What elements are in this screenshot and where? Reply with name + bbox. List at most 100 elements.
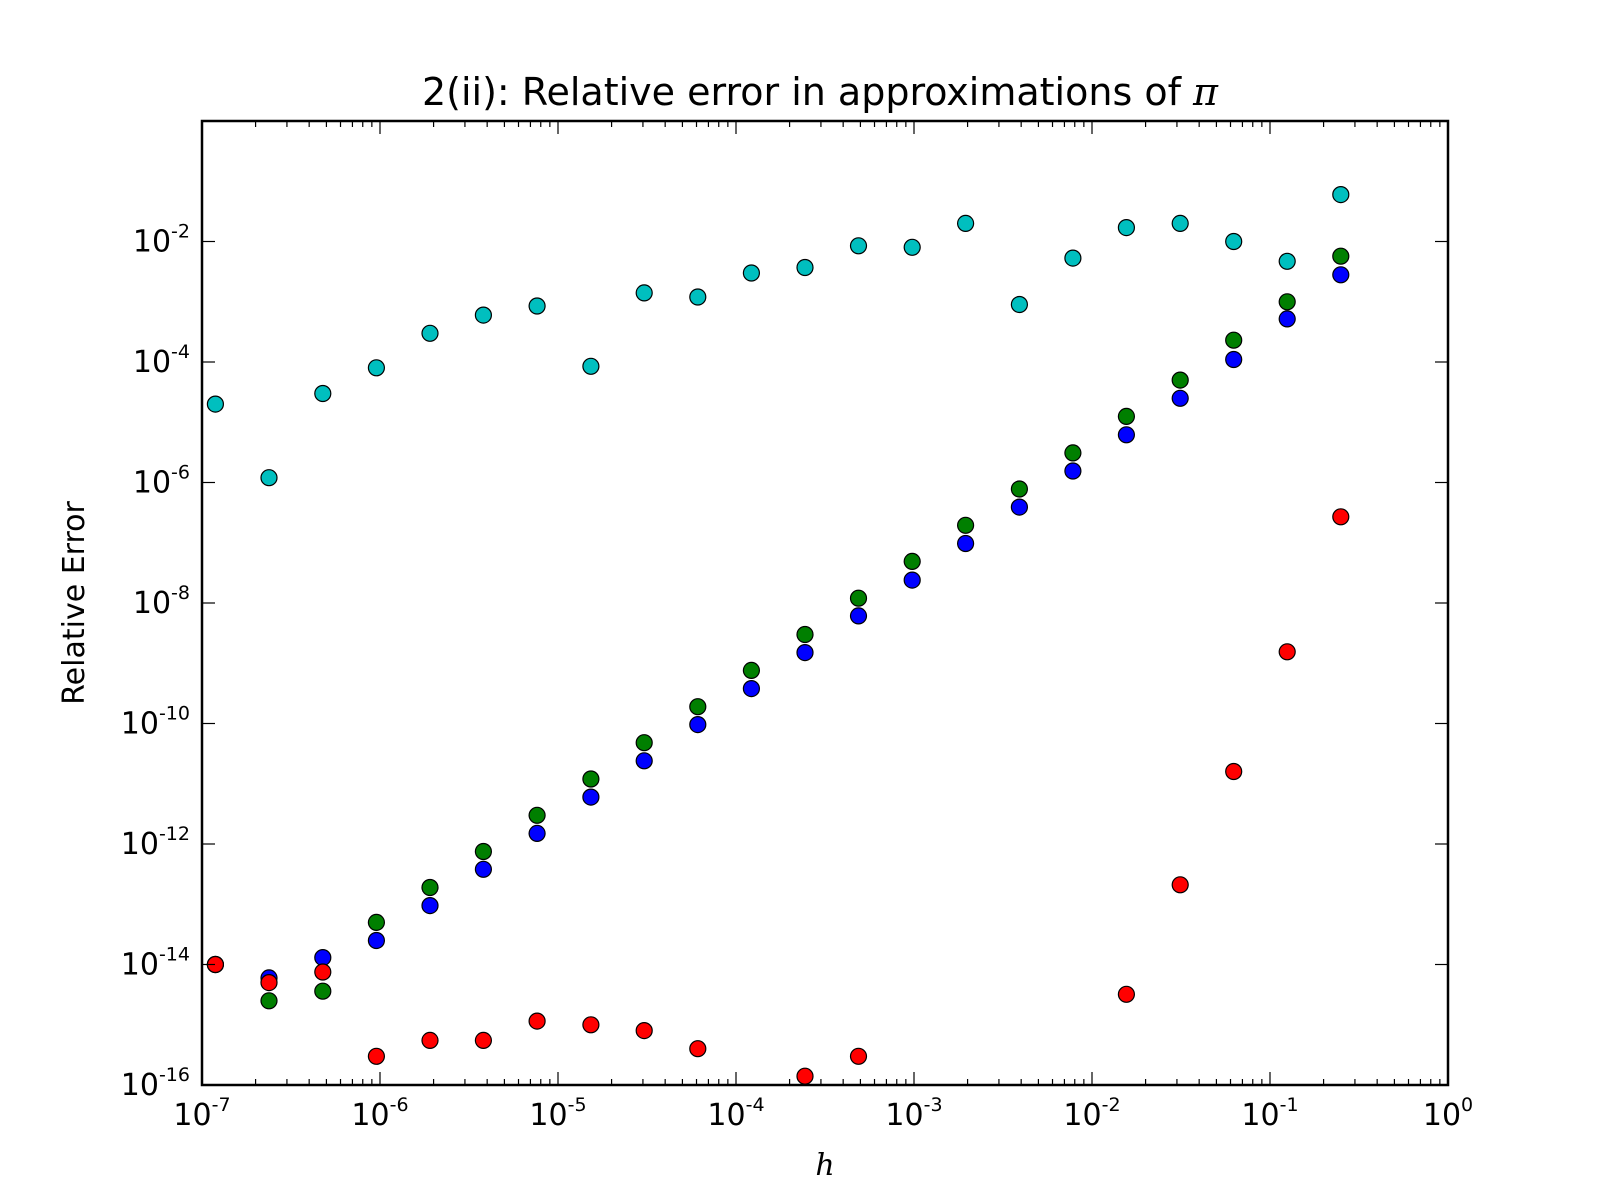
data-point-s0-13 — [903, 238, 921, 256]
data-point-s3-1 — [260, 973, 278, 992]
data-point-s1-16 — [1064, 444, 1082, 462]
x-tick-label: 100 — [1423, 1094, 1473, 1133]
data-point-s0-7 — [582, 357, 600, 375]
data-point-s3-2 — [314, 963, 332, 981]
data-point-s2-11 — [796, 643, 814, 662]
y-tick-label: 10-16 — [121, 1064, 190, 1103]
data-point-s0-3 — [367, 359, 385, 377]
y-tick-label: 10-12 — [121, 823, 190, 862]
data-point-s2-21 — [1332, 266, 1350, 284]
data-point-s3-15 — [1278, 643, 1296, 661]
data-point-s3-10 — [796, 1067, 814, 1085]
data-point-s0-20 — [1278, 252, 1296, 270]
x-tick-label: 10-6 — [351, 1094, 408, 1133]
data-point-s2-6 — [528, 824, 546, 843]
data-point-s1-6 — [528, 806, 546, 824]
y-tick-label: 10-14 — [121, 944, 190, 983]
axis-tick-labels: 10-7 10-6 10-5 10-4 10-3 10-2 10-1 100 10-16 10-1… — [121, 221, 1473, 1134]
data-point-s2-7 — [582, 788, 600, 806]
data-point-s1-15 — [1010, 480, 1029, 498]
x-tick-label: 10-5 — [529, 1094, 586, 1133]
data-point-s2-18 — [1171, 389, 1189, 407]
data-point-s3-5 — [474, 1031, 492, 1050]
data-point-s2-17 — [1117, 426, 1136, 444]
data-point-s1-13 — [903, 552, 921, 571]
data-point-s1-10 — [742, 661, 761, 680]
y-tick-label: 10-8 — [133, 582, 190, 621]
data-point-s2-3 — [367, 931, 385, 950]
data-point-s3-3 — [367, 1047, 385, 1065]
y-axis-label: Relative Error — [57, 501, 92, 705]
data-point-s1-20 — [1278, 293, 1296, 311]
x-tick-label: 10-7 — [173, 1094, 230, 1133]
data-point-s0-19 — [1225, 232, 1243, 251]
data-point-s0-5 — [474, 306, 492, 324]
data-point-s0-0 — [206, 395, 224, 413]
data-point-s2-16 — [1064, 462, 1082, 480]
data-point-s0-12 — [849, 237, 868, 255]
data-point-s2-9 — [689, 715, 707, 734]
data-point-s3-13 — [1171, 876, 1189, 894]
data-point-s1-1 — [260, 992, 278, 1010]
x-tick-label: 10-1 — [1241, 1094, 1298, 1133]
data-point-s2-12 — [849, 607, 868, 625]
data-point-s2-5 — [474, 860, 492, 878]
data-point-s3-4 — [421, 1031, 439, 1050]
data-point-s2-10 — [742, 679, 761, 698]
data-point-s0-17 — [1117, 219, 1136, 237]
data-point-s0-21 — [1332, 186, 1350, 204]
data-point-s3-6 — [528, 1012, 546, 1030]
x-axis-label: h — [815, 1148, 834, 1183]
data-point-s0-1 — [260, 469, 278, 487]
data-point-s1-8 — [635, 734, 653, 752]
data-point-s1-14 — [956, 516, 975, 534]
data-point-s2-15 — [1010, 498, 1029, 516]
data-point-s0-6 — [528, 297, 546, 315]
data-point-s2-8 — [635, 752, 653, 770]
data-point-s0-14 — [956, 214, 975, 232]
data-point-s1-3 — [367, 913, 385, 932]
data-point-s2-14 — [956, 534, 975, 553]
data-point-s1-12 — [849, 589, 868, 607]
data-point-s0-11 — [796, 258, 814, 277]
data-point-s2-13 — [903, 571, 921, 589]
data-point-s3-14 — [1225, 762, 1243, 781]
data-point-s3-8 — [635, 1021, 653, 1040]
data-point-s0-9 — [689, 288, 707, 306]
data-point-s3-16 — [1332, 508, 1350, 526]
axis-ticks — [201, 121, 1449, 1086]
chart-title-symbol: π — [1192, 70, 1219, 114]
chart-title-text: 2(ii): Relative error in approximations … — [422, 70, 1193, 114]
data-point-s1-4 — [421, 878, 439, 897]
data-point-s1-7 — [582, 770, 600, 788]
chart-title: 2(ii): Relative error in approximations … — [422, 70, 1219, 114]
x-tick-label: 10-3 — [885, 1094, 942, 1133]
data-point-s3-12 — [1117, 985, 1136, 1003]
data-point-s1-18 — [1171, 371, 1189, 389]
data-point-s3-11 — [849, 1047, 868, 1065]
x-tick-label: 10-4 — [707, 1094, 764, 1133]
data-point-s0-18 — [1171, 214, 1189, 232]
data-points — [206, 186, 1350, 1085]
data-point-s1-17 — [1117, 407, 1136, 425]
y-tick-label: 10-2 — [133, 221, 190, 260]
data-point-s1-2 — [314, 982, 332, 1000]
y-tick-label: 10-4 — [133, 341, 190, 380]
data-point-s0-10 — [742, 264, 761, 282]
y-tick-label: 10-6 — [133, 462, 190, 501]
data-point-s2-20 — [1278, 310, 1296, 328]
x-tick-label: 10-2 — [1063, 1094, 1120, 1133]
data-point-s0-2 — [314, 384, 332, 403]
data-point-s0-8 — [635, 284, 653, 302]
data-point-s3-7 — [582, 1016, 600, 1034]
data-point-s1-11 — [796, 625, 814, 644]
data-point-s2-4 — [421, 896, 439, 915]
data-point-s1-21 — [1332, 247, 1350, 265]
data-point-s3-9 — [689, 1040, 707, 1058]
plot-frame — [200, 119, 1450, 1087]
data-point-s1-9 — [689, 698, 707, 716]
data-point-s2-19 — [1225, 350, 1243, 369]
data-point-s1-5 — [474, 842, 492, 861]
data-point-s2-2 — [314, 948, 332, 967]
